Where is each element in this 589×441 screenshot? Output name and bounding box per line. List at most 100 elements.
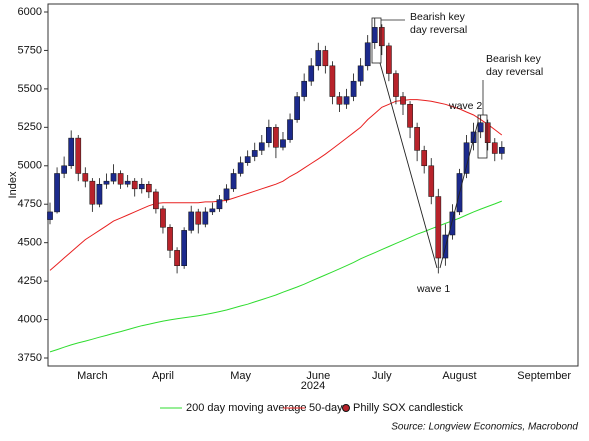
- candle-body: [237, 162, 244, 174]
- annotation: wave 2: [448, 100, 482, 112]
- candle-body: [138, 183, 145, 190]
- candle-body: [386, 45, 392, 74]
- candle-body: [68, 137, 75, 167]
- candle-body: [117, 173, 124, 185]
- candle-body: [315, 50, 322, 67]
- annotation: day reversal: [410, 24, 467, 36]
- candle-body: [294, 96, 300, 120]
- annotation: day reversal: [486, 66, 543, 78]
- candle-body: [230, 173, 237, 190]
- candle-body: [216, 199, 223, 210]
- candle-body: [96, 183, 103, 205]
- candle-body: [414, 127, 420, 151]
- annotation: Bearish key: [486, 53, 542, 65]
- candle-body: [54, 173, 60, 213]
- candle-body: [82, 173, 89, 182]
- x-tick-label: April: [152, 370, 174, 382]
- candle-body: [181, 230, 187, 266]
- candle-body: [329, 65, 336, 97]
- source-note: Source: Longview Economics, Macrobond: [391, 422, 578, 433]
- candle-body: [89, 180, 96, 205]
- candle-body: [145, 183, 152, 193]
- candle-body: [421, 150, 428, 167]
- x-tick-label: March: [77, 370, 108, 382]
- candle-body: [428, 165, 435, 197]
- candle-body: [195, 211, 202, 225]
- candle-body: [167, 227, 173, 251]
- candle-body: [477, 122, 484, 133]
- wave-arrow: [439, 121, 479, 269]
- moving-average-line: [49, 200, 502, 353]
- x-tick-label: September: [517, 370, 571, 382]
- x-axis-label: 2024: [301, 380, 325, 392]
- moving-average-line: [49, 99, 503, 271]
- candle-body: [491, 142, 498, 154]
- y-tick-label: 5000: [18, 160, 42, 172]
- candle-body: [449, 211, 456, 236]
- candle-body: [273, 127, 279, 148]
- annotation-box: [371, 17, 382, 64]
- y-tick-label: 4250: [18, 275, 42, 287]
- y-tick-label: 4750: [18, 198, 42, 210]
- y-axis-label: Index: [7, 171, 19, 198]
- candle-body: [202, 211, 209, 225]
- candle-body: [153, 191, 159, 210]
- y-tick-label: 5750: [18, 44, 42, 56]
- candle-body: [364, 42, 371, 67]
- candle-body: [103, 180, 110, 185]
- candle-body: [343, 96, 350, 105]
- candle-body: [160, 208, 166, 228]
- plot-frame: [47, 3, 579, 367]
- candle-body: [266, 127, 272, 143]
- candle-body: [350, 80, 357, 97]
- y-tick-label: 6000: [18, 6, 42, 18]
- legend-label: 50-day: [309, 402, 343, 414]
- x-tick-label: June: [306, 370, 330, 382]
- legend: 200 day moving average 50-day Philly SOX c…: [160, 402, 464, 414]
- candle-body: [336, 96, 343, 105]
- candle-body: [47, 211, 53, 220]
- x-tick-label: August: [442, 370, 476, 382]
- candle-body: [393, 73, 399, 97]
- candle-body: [378, 27, 385, 47]
- annotation-box: [477, 114, 488, 159]
- candle-body: [498, 147, 505, 154]
- candle-body: [61, 165, 67, 174]
- y-tick-label: 4500: [18, 237, 42, 249]
- legend-swatch: [342, 404, 350, 412]
- candle-body: [209, 208, 216, 213]
- candle-body: [244, 156, 251, 163]
- annotation: Bearish key: [410, 11, 466, 23]
- candle-body: [223, 188, 230, 200]
- candle-body: [131, 180, 138, 190]
- candle-body: [301, 80, 308, 97]
- candle-body: [110, 173, 117, 182]
- candle-body: [258, 142, 265, 151]
- candle-body: [174, 250, 180, 266]
- annotation: wave 1: [416, 283, 450, 295]
- candle-body: [371, 27, 378, 43]
- candle-body: [280, 139, 286, 148]
- candle-body: [75, 137, 82, 174]
- candle-body: [463, 142, 470, 174]
- candle-body: [322, 50, 329, 67]
- y-tick-label: 5250: [18, 121, 42, 133]
- candle-body: [308, 65, 315, 82]
- legend-label: Philly SOX candlestick: [353, 402, 464, 414]
- candle-body: [287, 119, 293, 140]
- candle-body: [400, 96, 406, 105]
- y-tick-label: 5500: [18, 83, 42, 95]
- candle-body: [484, 122, 491, 143]
- wave-arrow: [379, 62, 438, 269]
- y-tick-label: 4000: [18, 313, 42, 325]
- x-tick-label: July: [372, 370, 392, 382]
- candle-body: [407, 104, 413, 128]
- candle-body: [251, 150, 258, 157]
- candle-body: [357, 65, 364, 82]
- x-tick-label: May: [230, 370, 251, 382]
- candle-body: [188, 211, 195, 231]
- candle-body: [124, 180, 131, 185]
- legend-label: 200 day moving average: [186, 402, 306, 414]
- candle-body: [435, 196, 442, 259]
